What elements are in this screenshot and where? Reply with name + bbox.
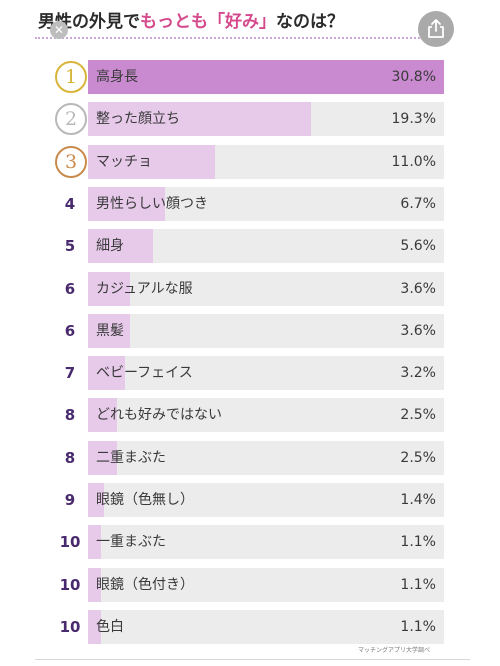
- bottom-divider: [35, 659, 470, 660]
- bar-fill: [88, 568, 101, 602]
- bar-value: 2.5%: [400, 450, 436, 466]
- bar-fill: [88, 525, 101, 559]
- ranking-row: 6 カジュアルな服 3.6%: [30, 272, 470, 306]
- ranking-row: 8 どれも好みではない 2.5%: [30, 398, 470, 432]
- bar-label: 黒髪: [96, 323, 124, 339]
- rank-number: 10: [59, 618, 81, 636]
- bar-track: どれも好みではない 2.5%: [88, 398, 444, 432]
- bar-fill: [88, 145, 216, 179]
- rank-medal-bronze: 3: [55, 146, 87, 178]
- bar-track: 眼鏡（色無し） 1.4%: [88, 483, 444, 517]
- bar-fill: [88, 187, 166, 221]
- rank-number: 6: [64, 322, 76, 340]
- bar-label: マッチョ: [96, 154, 152, 170]
- bar-fill: [88, 229, 153, 263]
- bar-label: 男性らしい顔つき: [96, 196, 208, 212]
- chart-frame: 男性の外見で もっとも「好み」 なのは？ 1 高身長 30.8% 2 整った顔立ち 19.3%…: [30, 0, 470, 666]
- ranking-row: 7 ベビーフェイス 3.2%: [30, 356, 470, 390]
- ranking-row: 10 一重まぶた 1.1%: [30, 525, 470, 559]
- rank-number: 4: [64, 195, 76, 213]
- rank-number: 5: [64, 237, 76, 255]
- bar-label: 細身: [96, 238, 124, 254]
- share-icon[interactable]: [418, 11, 454, 47]
- ranking-row: 6 黒髪 3.6%: [30, 314, 470, 348]
- bar-value: 1.4%: [400, 492, 436, 508]
- bar-value: 2.5%: [400, 407, 436, 423]
- bar-label: どれも好みではない: [96, 407, 222, 423]
- title-part-2: もっとも「好み」: [140, 11, 276, 32]
- bar-fill: [88, 102, 312, 136]
- bar-track: 男性らしい顔つき 6.7%: [88, 187, 444, 221]
- bar-value: 3.2%: [400, 365, 436, 381]
- ranking-row: 2 整った顔立ち 19.3%: [30, 102, 470, 136]
- bar-track: 眼鏡（色付き） 1.1%: [88, 568, 444, 602]
- bar-value: 1.1%: [400, 534, 436, 550]
- bar-track: 細身 5.6%: [88, 229, 444, 263]
- bar-value: 3.6%: [400, 281, 436, 297]
- bar-value: 1.1%: [400, 577, 436, 593]
- bar-value: 11.0%: [391, 154, 436, 170]
- bar-track: 色白 1.1%: [88, 610, 444, 644]
- title-divider: [35, 37, 444, 39]
- bar-label: 高身長: [96, 69, 138, 85]
- chart-title: 男性の外見で もっとも「好み」 なのは？: [38, 2, 344, 36]
- bar-value: 30.8%: [391, 69, 436, 85]
- bar-track: 一重まぶた 1.1%: [88, 525, 444, 559]
- rank-number: 8: [64, 406, 76, 424]
- rank-number: 7: [64, 364, 76, 382]
- bar-label: 二重まぶた: [96, 450, 166, 466]
- rank-number: 6: [64, 280, 76, 298]
- bar-label: カジュアルな服: [96, 281, 193, 297]
- bar-value: 19.3%: [391, 111, 436, 127]
- ranking-row: 9 眼鏡（色無し） 1.4%: [30, 483, 470, 517]
- bar-fill: [88, 356, 125, 390]
- bar-label: 一重まぶた: [96, 534, 166, 550]
- rank-number: 10: [59, 533, 81, 551]
- close-icon[interactable]: ✕: [50, 21, 68, 39]
- bar-fill: [88, 398, 117, 432]
- bar-label: 眼鏡（色付き）: [96, 577, 194, 593]
- bar-label: 整った顔立ち: [96, 111, 180, 127]
- bar-track: マッチョ 11.0%: [88, 145, 444, 179]
- ranking-row: 10 眼鏡（色付き） 1.1%: [30, 568, 470, 602]
- ranking-row: 4 男性らしい顔つき 6.7%: [30, 187, 470, 221]
- ranking-row: 10 色白 1.1%: [30, 610, 470, 644]
- rank-number: 10: [59, 576, 81, 594]
- title-part-3: なのは？: [276, 11, 344, 32]
- bar-fill: [88, 483, 105, 517]
- bar-value: 6.7%: [400, 196, 436, 212]
- rank-number: 9: [64, 491, 76, 509]
- bar-value: 1.1%: [400, 619, 436, 635]
- bar-fill: [88, 610, 101, 644]
- bar-label: ベビーフェイス: [96, 365, 193, 381]
- bar-fill: [88, 314, 130, 348]
- rank-medal-silver: 2: [55, 103, 87, 135]
- bar-value: 5.6%: [400, 238, 436, 254]
- bar-track: ベビーフェイス 3.2%: [88, 356, 444, 390]
- bar-track: カジュアルな服 3.6%: [88, 272, 444, 306]
- ranking-row: 5 細身 5.6%: [30, 229, 470, 263]
- bar-label: 色白: [96, 619, 124, 635]
- source-note: マッチングアプリ大学調べ: [357, 647, 430, 654]
- ranking-row: 8 二重まぶた 2.5%: [30, 441, 470, 475]
- ranking-row: 1 高身長 30.8%: [30, 60, 470, 94]
- bar-track: 二重まぶた 2.5%: [88, 441, 444, 475]
- rank-medal-gold: 1: [55, 61, 87, 93]
- bar-track: 高身長 30.8%: [88, 60, 444, 94]
- ranking-row: 3 マッチョ 11.0%: [30, 145, 470, 179]
- bar-track: 黒髪 3.6%: [88, 314, 444, 348]
- bar-fill: [88, 272, 130, 306]
- bar-label: 眼鏡（色無し）: [96, 492, 194, 508]
- rank-number: 8: [64, 449, 76, 467]
- bar-value: 3.6%: [400, 323, 436, 339]
- bar-fill: [88, 60, 444, 94]
- bar-fill: [88, 441, 117, 475]
- bar-track: 整った顔立ち 19.3%: [88, 102, 444, 136]
